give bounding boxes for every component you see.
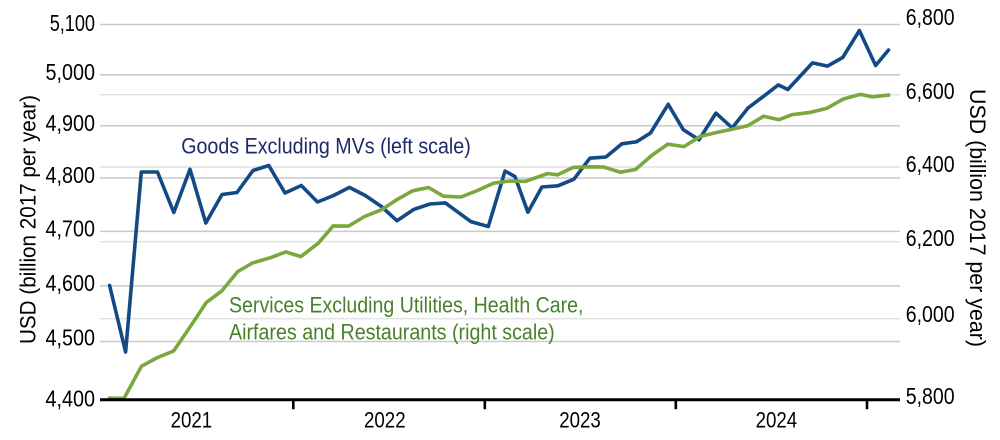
svg-text:5,000: 5,000 (46, 59, 96, 85)
svg-text:2022: 2022 (364, 408, 406, 433)
svg-text:6,000: 6,000 (906, 301, 955, 327)
svg-text:6,200: 6,200 (906, 225, 955, 251)
svg-text:5,800: 5,800 (906, 383, 955, 409)
svg-text:Services Excluding Utilities,: Services Excluding Utilities, Health Car… (229, 293, 584, 318)
svg-text:2024: 2024 (756, 408, 798, 433)
svg-text:Airfares and Restaurants (righ: Airfares and Restaurants (right scale) (229, 319, 555, 344)
svg-text:USD (billion 2017 per year): USD (billion 2017 per year) (16, 95, 41, 344)
svg-text:6,400: 6,400 (906, 151, 955, 177)
svg-text:5,100: 5,100 (50, 10, 95, 36)
svg-text:4,800: 4,800 (46, 162, 96, 188)
svg-text:2023: 2023 (559, 408, 601, 433)
svg-text:6,800: 6,800 (906, 4, 955, 30)
svg-text:4,400: 4,400 (46, 386, 96, 412)
svg-text:4,500: 4,500 (46, 324, 96, 350)
svg-text:6,600: 6,600 (906, 78, 955, 104)
svg-text:4,700: 4,700 (46, 216, 96, 242)
svg-text:4,900: 4,900 (46, 110, 96, 136)
svg-text:4,600: 4,600 (46, 270, 96, 296)
svg-text:USD (billion 2017 per year): USD (billion 2017 per year) (965, 89, 990, 347)
svg-text:Goods Excluding MVs (left scal: Goods Excluding MVs (left scale) (181, 134, 471, 159)
svg-text:2021: 2021 (171, 408, 213, 433)
